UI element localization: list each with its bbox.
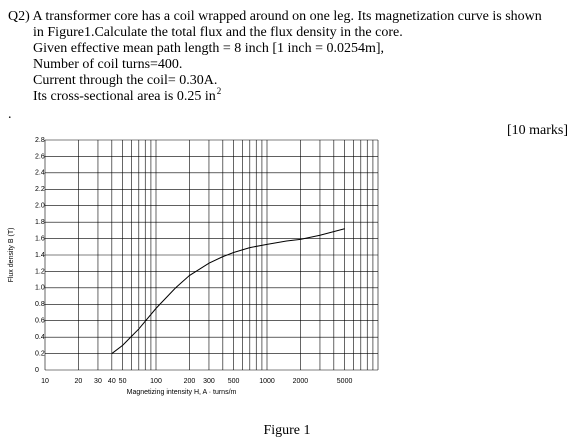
y-tick-label: 2.4 xyxy=(35,170,45,177)
y-tick-label: 2.6 xyxy=(35,153,45,160)
marks: [10 marks] xyxy=(507,123,568,138)
x-tick-label: 100 xyxy=(150,378,162,385)
y-tick-label: 0.6 xyxy=(35,318,45,325)
superscript: 2 xyxy=(217,86,222,96)
figure-caption: Figure 1 xyxy=(263,423,310,438)
x-tick-label: 30 xyxy=(94,378,102,385)
question-line: Its cross-sectional area is 0.25 in xyxy=(33,89,216,104)
x-tick-label: 20 xyxy=(75,378,83,385)
question-line: Q2) A transformer core has a coil wrappe… xyxy=(8,9,542,24)
y-tick-label: 2.8 xyxy=(35,137,45,144)
y-tick-label: 1.8 xyxy=(35,219,45,226)
x-tick-label: 1000 xyxy=(259,378,275,385)
magnetization-curve xyxy=(111,228,345,354)
x-tick-label: 200 xyxy=(184,378,196,385)
x-axis-label: Magnetizing intensity H, A · turns/m xyxy=(127,389,237,396)
y-tick-label: 1.2 xyxy=(35,268,45,275)
y-tick-label: 1.6 xyxy=(35,235,45,242)
question-line: Number of coil turns=400. xyxy=(33,57,182,72)
y-tick-label: 0 xyxy=(35,367,39,374)
y-tick-label: 1.4 xyxy=(35,252,45,259)
x-tick-label: 2000 xyxy=(293,378,309,385)
question-line: Current through the coil= 0.30A. xyxy=(33,73,217,88)
bullet: . xyxy=(8,107,12,122)
y-tick-label: 2.2 xyxy=(35,186,45,193)
y-tick-label: 2.0 xyxy=(35,203,45,210)
y-tick-label: 0.8 xyxy=(35,301,45,308)
x-tick-label: 300 xyxy=(203,378,215,385)
x-tick-label: 5000 xyxy=(337,378,353,385)
x-tick-label: 500 xyxy=(228,378,240,385)
y-tick-label: 1.0 xyxy=(35,285,45,292)
x-tick-label: 50 xyxy=(119,378,127,385)
x-tick-label: 10 xyxy=(41,378,49,385)
y-axis-label: Flux density B (T) xyxy=(8,228,15,283)
x-tick-label: 40 xyxy=(108,378,116,385)
y-tick-label: 0.2 xyxy=(35,350,45,357)
question-line: in Figure1.Calculate the total flux and … xyxy=(33,25,403,40)
y-tick-label: 0.4 xyxy=(35,334,45,341)
question-line: Given effective mean path length = 8 inc… xyxy=(33,41,384,56)
